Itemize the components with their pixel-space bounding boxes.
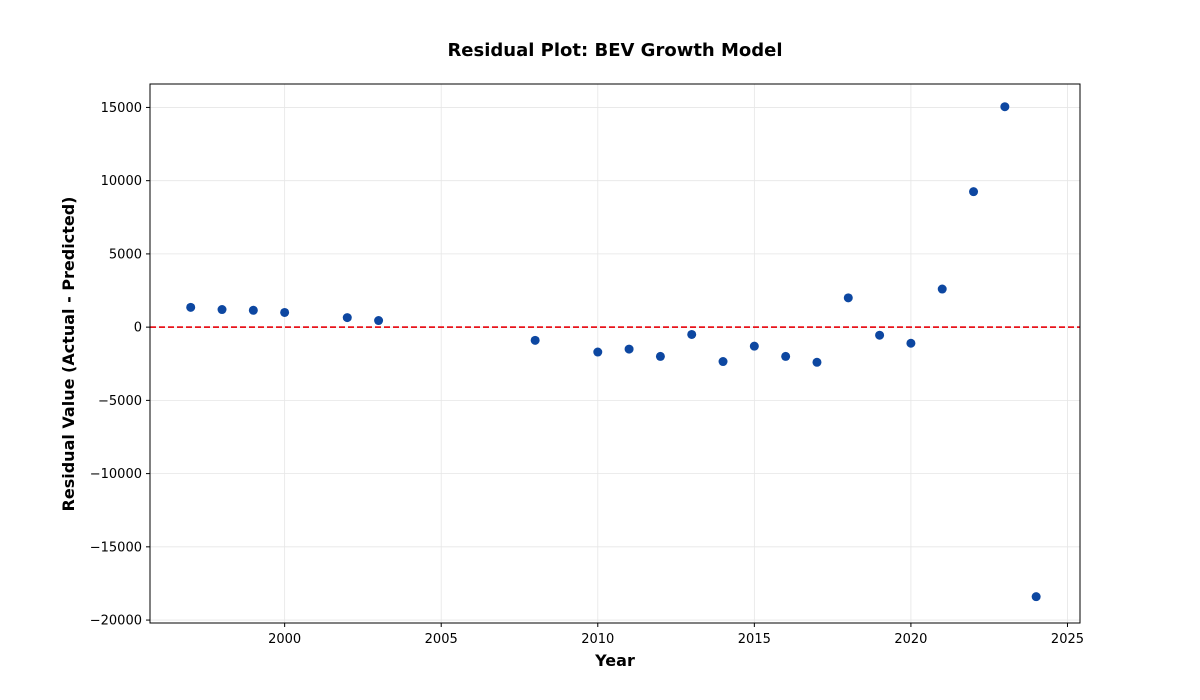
data-point bbox=[969, 187, 979, 197]
data-point bbox=[875, 330, 885, 340]
data-point bbox=[843, 293, 853, 303]
y-tick-label: 0 bbox=[134, 321, 142, 336]
x-tick-label: 2005 bbox=[425, 632, 458, 647]
y-tick-label: 15000 bbox=[101, 101, 142, 116]
x-tick-label: 2020 bbox=[894, 632, 927, 647]
x-axis-ticks: 2000 2005 2010 2015 2020 2025 bbox=[268, 623, 1084, 647]
y-tick-label: −10000 bbox=[90, 467, 142, 482]
y-tick-label: 5000 bbox=[109, 247, 142, 262]
data-point bbox=[593, 347, 603, 357]
y-tick-label: −20000 bbox=[90, 614, 142, 629]
data-point bbox=[749, 341, 759, 351]
data-point bbox=[655, 351, 665, 361]
x-tick-label: 2000 bbox=[268, 632, 301, 647]
grid-layer bbox=[150, 84, 1080, 623]
y-tick-label: −5000 bbox=[98, 394, 142, 409]
y-tick-label: 10000 bbox=[101, 174, 142, 189]
x-tick-label: 2010 bbox=[581, 632, 614, 647]
data-point bbox=[1000, 102, 1010, 112]
data-point bbox=[374, 316, 384, 326]
x-tick-label: 2015 bbox=[738, 632, 771, 647]
chart-title: Residual Plot: BEV Growth Model bbox=[447, 40, 782, 61]
data-point bbox=[687, 329, 697, 339]
data-point bbox=[248, 305, 258, 315]
data-point bbox=[718, 357, 728, 367]
data-point bbox=[217, 305, 227, 315]
data-point bbox=[342, 313, 352, 323]
data-point bbox=[186, 302, 196, 312]
data-point bbox=[530, 335, 540, 345]
y-tick-label: −15000 bbox=[90, 540, 142, 555]
y-axis-ticks: −20000 −15000 −10000 −5000 0 5000 10000 15000 bbox=[90, 101, 150, 629]
data-point bbox=[937, 284, 947, 294]
data-point bbox=[280, 307, 290, 317]
x-tick-label: 2025 bbox=[1051, 632, 1084, 647]
y-axis-title: Residual Value (Actual - Predicted) bbox=[59, 197, 78, 512]
data-point bbox=[781, 351, 791, 361]
data-point bbox=[906, 338, 916, 348]
data-point bbox=[1031, 592, 1041, 602]
plot-frame bbox=[149, 83, 1081, 624]
data-points-layer bbox=[186, 102, 1041, 602]
x-axis-title: Year bbox=[594, 651, 635, 670]
data-point bbox=[812, 357, 822, 367]
data-point bbox=[624, 344, 634, 354]
